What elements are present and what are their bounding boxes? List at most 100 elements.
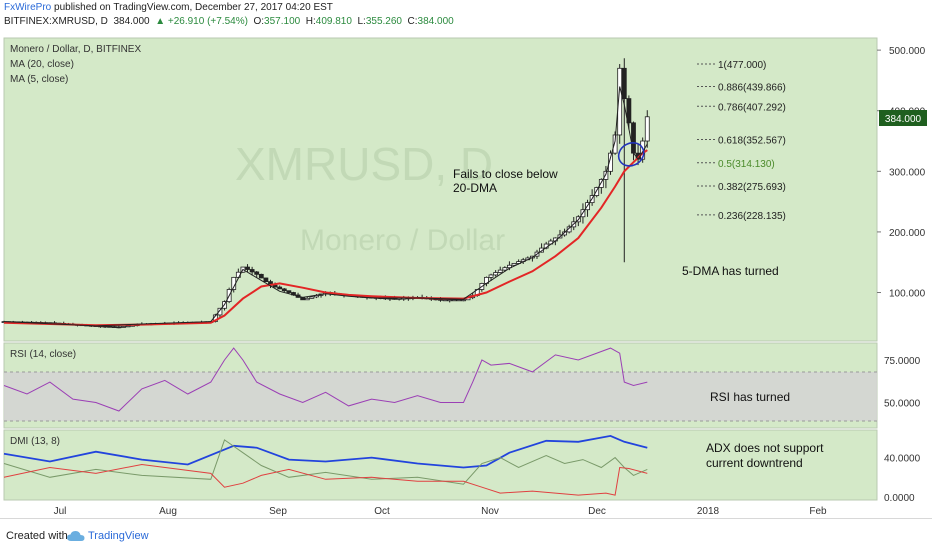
candle-body	[456, 299, 462, 302]
chart-canvas[interactable]: XMRUSD, D Monero / Dollar Monero / Dolla…	[0, 0, 932, 518]
di-minus-line	[3, 463, 648, 496]
candle-body	[594, 187, 600, 196]
fibonacci-levels: 1(477.000) 0.886(439.866) 0.786(407.292) 0.…	[697, 60, 786, 222]
candle-body	[511, 263, 517, 266]
candle-body	[116, 326, 122, 329]
footer: Created with TradingView	[0, 518, 932, 551]
candle-body	[107, 325, 113, 328]
rsi-line	[3, 347, 648, 412]
annotation-fails-line2: 20-DMA	[453, 181, 497, 195]
rsi-tick-label: 50.0000	[884, 399, 921, 410]
candle-body	[286, 290, 292, 293]
time-tick-label: Sep	[269, 506, 287, 517]
candle-body	[121, 326, 126, 328]
candle-body	[566, 226, 572, 233]
time-tick-label: 2018	[697, 506, 720, 517]
candle-body	[249, 269, 255, 273]
candle-body	[451, 299, 457, 302]
price-tick-label: 300.000	[889, 167, 926, 178]
price-tick-label: 500.000	[889, 46, 926, 57]
low-label: L:	[357, 16, 366, 27]
candle-body	[254, 271, 260, 275]
watermark-symbol: XMRUSD, D	[235, 138, 493, 190]
candle-body	[447, 299, 453, 302]
created-with-label: Created with	[6, 530, 68, 542]
candle-body	[281, 288, 287, 292]
candle-body	[493, 272, 499, 276]
tradingview-cloud-icon	[67, 531, 85, 541]
time-axis[interactable]: Jul Aug Sep Oct Nov Dec 2018 Feb	[54, 506, 827, 517]
legend-main-symbol: Monero / Dollar, D, BITFINEX	[10, 44, 141, 55]
publish-header: FxWirePro published on TradingView.com, …	[4, 2, 333, 13]
candle-body	[309, 296, 315, 299]
candle-body	[612, 134, 618, 154]
current-price-badge	[879, 110, 927, 126]
fib-label: 1(477.000)	[718, 60, 766, 71]
annotation-adx-line1: ADX does not support	[706, 441, 824, 455]
candle-body	[304, 297, 310, 301]
main-panel[interactable]	[3, 37, 878, 342]
last-price: 384.000	[113, 16, 150, 27]
candle-body	[245, 266, 250, 270]
dmi-axis[interactable]: 0.0000 40.0000	[884, 454, 921, 504]
fib-label: 0.382(275.693)	[718, 182, 786, 193]
candle-body	[631, 122, 636, 154]
candle-body	[272, 284, 278, 288]
candle-body	[608, 152, 613, 172]
tradingview-link[interactable]: TradingView	[88, 530, 149, 542]
candle-body	[217, 307, 223, 316]
candle-body	[502, 267, 508, 271]
publisher-name[interactable]: FxWirePro	[4, 2, 52, 13]
candle-body	[539, 247, 544, 253]
candle-body	[277, 286, 283, 290]
legend-ma20: MA (20, close)	[10, 59, 74, 70]
low-value: 355.260	[365, 16, 402, 27]
rsi-band	[4, 372, 877, 421]
time-tick-label: Jul	[54, 506, 67, 517]
candle-body	[461, 299, 466, 302]
di-plus-line	[3, 439, 648, 485]
dmi-tick-label: 0.0000	[884, 493, 915, 504]
close-value: 384.000	[417, 16, 454, 27]
candle-body	[442, 299, 448, 302]
fib-label: 0.618(352.567)	[718, 135, 786, 146]
fib-label: 0.236(228.135)	[718, 211, 786, 222]
candle-body	[621, 67, 627, 100]
high-value: 409.810	[315, 16, 352, 27]
highlight-ellipse	[617, 142, 645, 167]
candle-body	[438, 298, 443, 301]
candle-body	[263, 277, 269, 283]
annotation-rsi: RSI has turned	[710, 390, 790, 404]
high-label: H:	[305, 16, 316, 27]
candle-body	[507, 264, 512, 269]
candle-body	[111, 326, 117, 328]
price-change: ▲ +26.910 (+7.54%)	[155, 16, 248, 27]
fib-label: 0.5(314.130)	[718, 159, 775, 170]
annotation-fails-line1: Fails to close below	[453, 167, 558, 181]
symbol-header: BITFINEX:XMRUSD, D 384.000 ▲ +26.910 (+7…	[4, 16, 454, 27]
time-tick-label: Oct	[374, 506, 390, 517]
legend-ma5: MA (5, close)	[10, 74, 68, 85]
adx-line	[3, 434, 648, 469]
candle-body	[125, 325, 131, 328]
candle-body	[258, 273, 264, 279]
time-tick-label: Aug	[159, 506, 177, 517]
candle-body	[598, 178, 604, 188]
dmi-tick-label: 40.0000	[884, 454, 921, 465]
ma5-line	[3, 86, 648, 327]
annotation-5dma: 5-DMA has turned	[682, 264, 779, 278]
publish-info: published on TradingView.com, December 2…	[54, 2, 333, 13]
candle-body	[644, 116, 650, 142]
time-tick-label: Dec	[588, 506, 606, 517]
fib-label: 0.886(439.866)	[718, 83, 786, 94]
legend-rsi: RSI (14, close)	[10, 349, 76, 360]
fib-label: 0.786(407.292)	[718, 102, 786, 113]
current-price-label: 384.000	[885, 114, 922, 125]
candle-body	[102, 325, 108, 328]
rsi-axis[interactable]: 50.0000 75.0000	[884, 356, 921, 410]
candle-body	[617, 67, 623, 136]
price-tick-label: 100.000	[889, 289, 926, 300]
open-label: O:	[253, 16, 265, 27]
candle-body	[603, 170, 609, 180]
